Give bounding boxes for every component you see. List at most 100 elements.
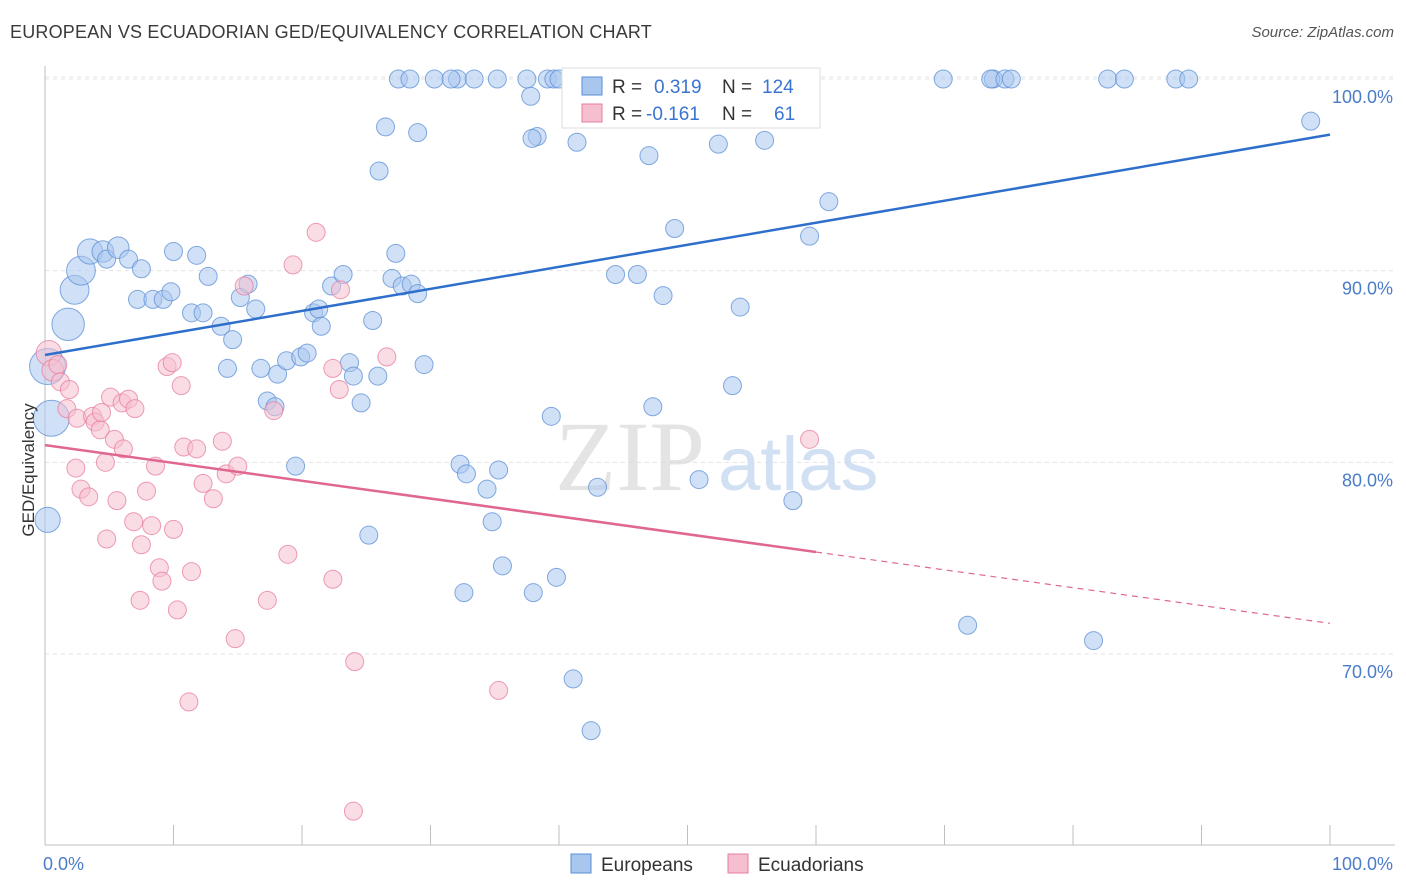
legend-european-swatch bbox=[570, 853, 592, 874]
watermark-atlas: atlas bbox=[718, 422, 879, 507]
european-point bbox=[164, 242, 183, 261]
european-point bbox=[386, 243, 406, 263]
ecuadorian-point bbox=[66, 458, 86, 478]
european-point bbox=[563, 669, 583, 689]
ecuadorian-point bbox=[329, 380, 349, 399]
european-point bbox=[653, 286, 673, 306]
european-point bbox=[161, 282, 181, 302]
series-legend: Europeans Ecuadorians bbox=[570, 853, 864, 876]
european-point bbox=[1098, 69, 1118, 89]
ecuadorian-point bbox=[306, 222, 326, 242]
legend-european-label: Europeans bbox=[601, 855, 693, 876]
axes bbox=[44, 66, 1395, 846]
ecuadorian-point bbox=[95, 452, 115, 472]
ecuadorian-point bbox=[125, 399, 145, 419]
european-point bbox=[351, 393, 371, 413]
ecuadorian-point bbox=[162, 353, 182, 373]
european-point bbox=[268, 364, 288, 384]
european-point bbox=[523, 583, 543, 603]
european-point bbox=[606, 265, 626, 284]
european-point bbox=[708, 134, 728, 154]
european-point bbox=[198, 266, 218, 286]
ecuadorian-point bbox=[203, 489, 223, 509]
european-n-value: 124 bbox=[762, 77, 794, 98]
european-point bbox=[119, 249, 139, 269]
ecuadorian-n-value: 61 bbox=[774, 104, 795, 125]
ecuadorian-point bbox=[800, 429, 820, 449]
european-point bbox=[368, 366, 388, 386]
european-point bbox=[581, 721, 601, 741]
european-point bbox=[489, 460, 509, 480]
european-point bbox=[131, 259, 151, 279]
european-point bbox=[546, 567, 566, 587]
european-point bbox=[689, 470, 709, 490]
ecuadorian-point bbox=[283, 255, 303, 275]
european-point bbox=[755, 130, 775, 150]
ecuadorian-point bbox=[113, 439, 133, 459]
ecuadorian-point bbox=[212, 431, 232, 451]
european-trend-line bbox=[44, 133, 1331, 357]
ecuadorian-point bbox=[130, 590, 150, 610]
european-point bbox=[521, 86, 541, 106]
european-point bbox=[286, 456, 306, 476]
ecuadorian-point bbox=[79, 487, 99, 507]
ecuadorian-point bbox=[343, 801, 363, 821]
ecuadorian-point bbox=[152, 571, 172, 591]
ecuadorian-point bbox=[59, 380, 79, 399]
european-n-label: N = bbox=[722, 77, 752, 98]
european-point bbox=[464, 69, 484, 89]
european-r-label: R = bbox=[612, 77, 642, 98]
ecuadorian-point bbox=[124, 512, 144, 532]
european-point bbox=[251, 358, 271, 378]
stats-legend-box bbox=[561, 67, 821, 129]
european-point bbox=[424, 69, 444, 89]
ecuadorian-point bbox=[131, 535, 151, 555]
european-point bbox=[376, 117, 396, 137]
stats-legend: R = 0.319 N = 124 R = -0.161 N = 61 bbox=[561, 67, 821, 129]
european-swatch bbox=[581, 76, 603, 96]
european-point bbox=[343, 366, 363, 386]
ecuadorian-point bbox=[179, 692, 199, 712]
european-point bbox=[456, 464, 476, 484]
x-tick-label: 100.0% bbox=[1332, 854, 1393, 874]
european-point bbox=[800, 226, 820, 246]
y-tick-label: 100.0% bbox=[1332, 87, 1393, 107]
ecuadorian-point bbox=[97, 529, 117, 549]
ecuadorian-swatch bbox=[581, 103, 603, 123]
european-point bbox=[363, 311, 383, 330]
european-point bbox=[783, 491, 803, 511]
ecuadorian-point bbox=[92, 403, 112, 422]
european-point bbox=[477, 479, 497, 499]
ecuadorian-point bbox=[137, 481, 157, 501]
ecuadorian-point bbox=[278, 544, 298, 564]
european-point bbox=[414, 355, 434, 375]
y-tick-label: 90.0% bbox=[1342, 279, 1393, 299]
gridlines bbox=[45, 76, 1395, 655]
european-point bbox=[187, 245, 207, 265]
european-point bbox=[454, 583, 474, 603]
european-point bbox=[441, 69, 461, 89]
ecuadorian-trend-line-extension bbox=[815, 551, 1331, 624]
european-point bbox=[933, 69, 953, 89]
ecuadorian-point bbox=[345, 652, 365, 672]
european-point bbox=[369, 161, 389, 181]
watermark-zip: ZIP bbox=[555, 401, 705, 512]
european-point bbox=[311, 316, 331, 336]
european-point bbox=[958, 615, 978, 635]
european-point bbox=[482, 512, 502, 532]
european-point bbox=[1084, 631, 1104, 651]
ecuadorian-point bbox=[171, 376, 191, 396]
x-tick-label: 0.0% bbox=[43, 854, 84, 874]
european-point bbox=[722, 376, 742, 396]
ecuadorian-trend-line bbox=[44, 443, 817, 554]
legend-ecuadorian-swatch bbox=[727, 853, 749, 874]
european-point bbox=[217, 358, 237, 378]
ecuadorian-point bbox=[164, 519, 183, 539]
european-point bbox=[517, 69, 537, 89]
european-point bbox=[297, 343, 317, 363]
ecuadorian-point bbox=[323, 569, 343, 589]
european-point bbox=[665, 219, 685, 238]
european-point bbox=[359, 525, 379, 545]
european-point bbox=[1114, 69, 1134, 89]
european-point bbox=[34, 506, 61, 533]
